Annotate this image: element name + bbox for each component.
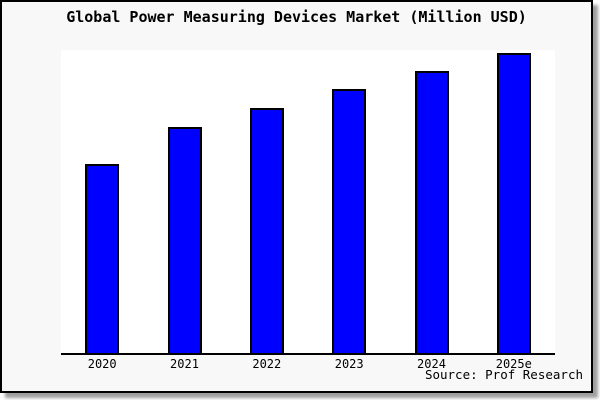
chart-title: Global Power Measuring Devices Market (M… [66,8,527,26]
x-tick-label-2023: 2023 [334,357,364,371]
x-tick-label-2022: 2022 [252,357,282,371]
x-axis-labels: 2020 2021 2022 2023 2024 2025e [2,357,591,373]
x-tick-label-2024: 2024 [417,357,446,371]
plot-area [61,50,555,355]
bar-2024 [414,71,449,353]
bar-2021 [167,127,202,353]
bar-2025e [496,53,531,353]
chart-card: Global Power Measuring Devices Market (M… [0,0,593,393]
bar-2022 [249,108,284,353]
x-tick-label-2021: 2021 [170,357,199,371]
bar-2020 [85,164,120,353]
x-tick-label-2025e: 2025e [495,357,532,371]
bar-2023 [332,89,367,353]
source-note: Source: Prof Research [424,367,583,382]
x-tick-label-2020: 2020 [87,357,117,371]
